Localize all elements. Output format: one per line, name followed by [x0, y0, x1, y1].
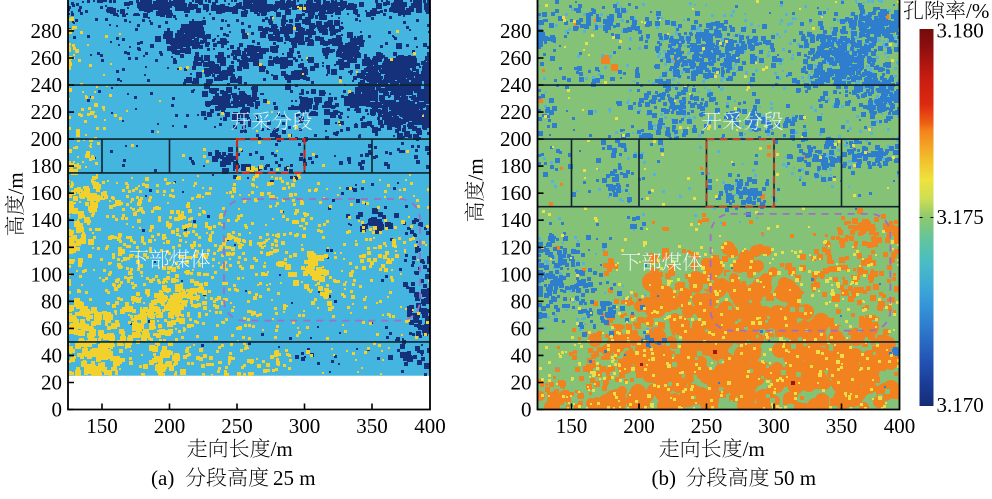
svg-text:/m: /m	[743, 437, 765, 461]
svg-text:60: 60	[511, 316, 532, 340]
svg-text:120: 120	[500, 235, 532, 259]
svg-text:3.170: 3.170	[937, 393, 984, 417]
svg-text:350: 350	[826, 414, 858, 438]
svg-text:180: 180	[500, 154, 532, 178]
svg-text:0: 0	[52, 398, 63, 422]
svg-text:3.175: 3.175	[937, 205, 984, 229]
svg-text:20: 20	[511, 370, 532, 394]
svg-text:200: 200	[623, 414, 655, 438]
svg-text:100: 100	[31, 262, 63, 286]
svg-text:140: 140	[31, 208, 63, 232]
svg-text:260: 260	[500, 46, 532, 70]
svg-text:80: 80	[41, 289, 62, 313]
svg-text:400: 400	[414, 414, 446, 438]
svg-text:120: 120	[31, 235, 63, 259]
svg-text:240: 240	[31, 73, 63, 97]
svg-text:150: 150	[556, 414, 588, 438]
svg-text:300: 300	[758, 414, 790, 438]
svg-text:220: 220	[31, 100, 63, 124]
svg-text:220: 220	[500, 100, 532, 124]
svg-text:260: 260	[31, 46, 63, 70]
svg-text:40: 40	[41, 343, 62, 367]
svg-text:250: 250	[691, 414, 723, 438]
svg-text:350: 350	[356, 414, 388, 438]
svg-text:200: 200	[154, 414, 186, 438]
svg-text:150: 150	[86, 414, 118, 438]
svg-text:50 m: 50 m	[774, 466, 817, 490]
svg-text:280: 280	[31, 19, 63, 43]
svg-text:80: 80	[511, 289, 532, 313]
svg-text:200: 200	[500, 127, 532, 151]
svg-text:400: 400	[884, 414, 916, 438]
svg-text:60: 60	[41, 316, 62, 340]
svg-text:/m: /m	[4, 172, 28, 194]
svg-text:160: 160	[500, 181, 532, 205]
svg-text:(a): (a)	[151, 466, 174, 490]
svg-text:/m: /m	[271, 437, 293, 461]
svg-text:40: 40	[511, 343, 532, 367]
svg-text:300: 300	[289, 414, 321, 438]
svg-text:(b): (b)	[652, 466, 677, 490]
svg-text:250: 250	[221, 414, 253, 438]
svg-text:3.180: 3.180	[937, 19, 984, 43]
svg-text:140: 140	[500, 208, 532, 232]
svg-text:25 m: 25 m	[273, 466, 316, 490]
svg-text:240: 240	[500, 73, 532, 97]
svg-text:0: 0	[521, 398, 532, 422]
svg-text:/%: /%	[966, 0, 989, 23]
svg-text:100: 100	[500, 262, 532, 286]
svg-text:160: 160	[31, 181, 63, 205]
svg-text:180: 180	[31, 154, 63, 178]
svg-text:20: 20	[41, 370, 62, 394]
svg-text:/m: /m	[463, 158, 487, 180]
svg-text:200: 200	[31, 127, 63, 151]
svg-text:280: 280	[500, 19, 532, 43]
